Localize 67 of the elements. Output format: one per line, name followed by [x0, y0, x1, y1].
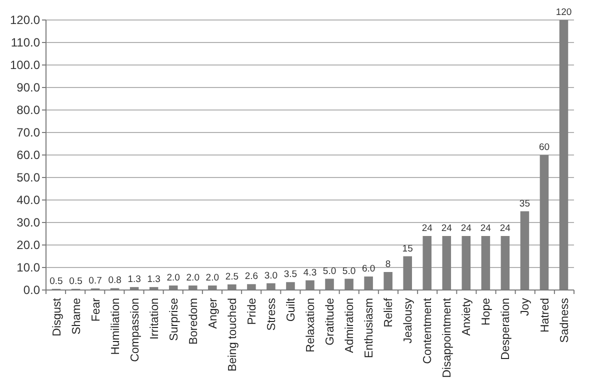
data-label: 2.5 [225, 271, 239, 282]
y-tick-label: 110.0 [10, 36, 40, 50]
data-label: 1.3 [128, 274, 141, 286]
x-tick-label: Anger [207, 298, 220, 329]
data-label: 2.0 [186, 272, 200, 284]
x-tick-label: Desperation [500, 298, 512, 360]
data-label: 24 [460, 223, 472, 234]
data-label: 0.8 [108, 275, 122, 286]
x-tick-label: Sadness [558, 298, 571, 343]
x-tick-label: Gratitude [324, 298, 337, 346]
y-tick-label: 0.0 [23, 283, 40, 298]
x-tick-label: Admiration [344, 298, 356, 353]
y-tick-label: 90.0 [16, 80, 40, 95]
x-tick-label: Surprise [168, 298, 180, 341]
data-label: 24 [480, 223, 491, 234]
y-tick-label: 50.0 [16, 170, 40, 185]
x-tick-label: Pride [246, 298, 258, 325]
x-tick-label: Stress [266, 298, 278, 331]
data-label: 15 [402, 243, 413, 254]
data-label: 3.5 [284, 269, 298, 280]
x-tick-label: Shame [70, 298, 83, 334]
x-tick-label: Boredom [188, 298, 200, 345]
y-tick-label: 120.0 [10, 13, 40, 28]
x-tick-label: Relief [383, 297, 396, 328]
x-tick-label: Relaxation [305, 298, 318, 352]
x-tick-label: Enthusiasm [364, 298, 376, 358]
data-label: 35 [519, 198, 530, 210]
data-label: 24 [500, 223, 510, 234]
y-tick-label: 80.0 [16, 103, 40, 118]
x-tick-label: Disgust [51, 297, 64, 336]
data-label: 5.0 [342, 266, 356, 277]
x-tick-label: Humiliation [110, 298, 122, 355]
data-label: 120 [556, 7, 572, 18]
y-tick-label: 70.0 [16, 126, 40, 140]
y-tick-label: 40.0 [16, 193, 40, 208]
x-tick-label: Joy [520, 298, 532, 316]
y-tick-label: 30.0 [16, 216, 40, 230]
data-label: 3.0 [264, 270, 278, 282]
x-tick-label: Compassion [129, 298, 142, 362]
data-label: 6.0 [362, 264, 376, 274]
x-tick-label: Being touched [226, 298, 239, 372]
data-label: 1.3 [147, 274, 160, 286]
x-tick-label: Hope [480, 298, 493, 326]
data-label: 5.0 [322, 266, 336, 277]
y-tick-label: 60.0 [16, 148, 40, 162]
data-label: 60 [538, 142, 550, 153]
y-tick-label: 100.0 [10, 58, 40, 72]
x-tick-label: Anxiety [461, 298, 474, 336]
data-label: 0.7 [88, 275, 102, 286]
data-label: 4.3 [303, 267, 317, 278]
x-tick-label: Fear [90, 298, 102, 322]
x-tick-label: Guilt [286, 297, 298, 322]
x-tick-label: Contentment [422, 297, 434, 364]
data-label: 8 [385, 259, 391, 270]
x-tick-label: Disappointment [442, 297, 454, 378]
x-tick-label: Hatred [539, 298, 552, 333]
data-label: 24 [441, 223, 452, 234]
x-tick-label: Jealousy [402, 298, 415, 344]
data-label: 24 [422, 223, 432, 234]
data-label: 0.5 [50, 276, 63, 287]
y-tick-label: 20.0 [16, 238, 40, 252]
data-label: 2.6 [244, 271, 258, 282]
data-label: 0.5 [69, 276, 82, 287]
data-label: 2.0 [166, 272, 180, 284]
data-label: 2.0 [206, 272, 220, 284]
y-tick-label: 10.0 [16, 260, 40, 275]
x-tick-label: Irritation [148, 298, 161, 340]
